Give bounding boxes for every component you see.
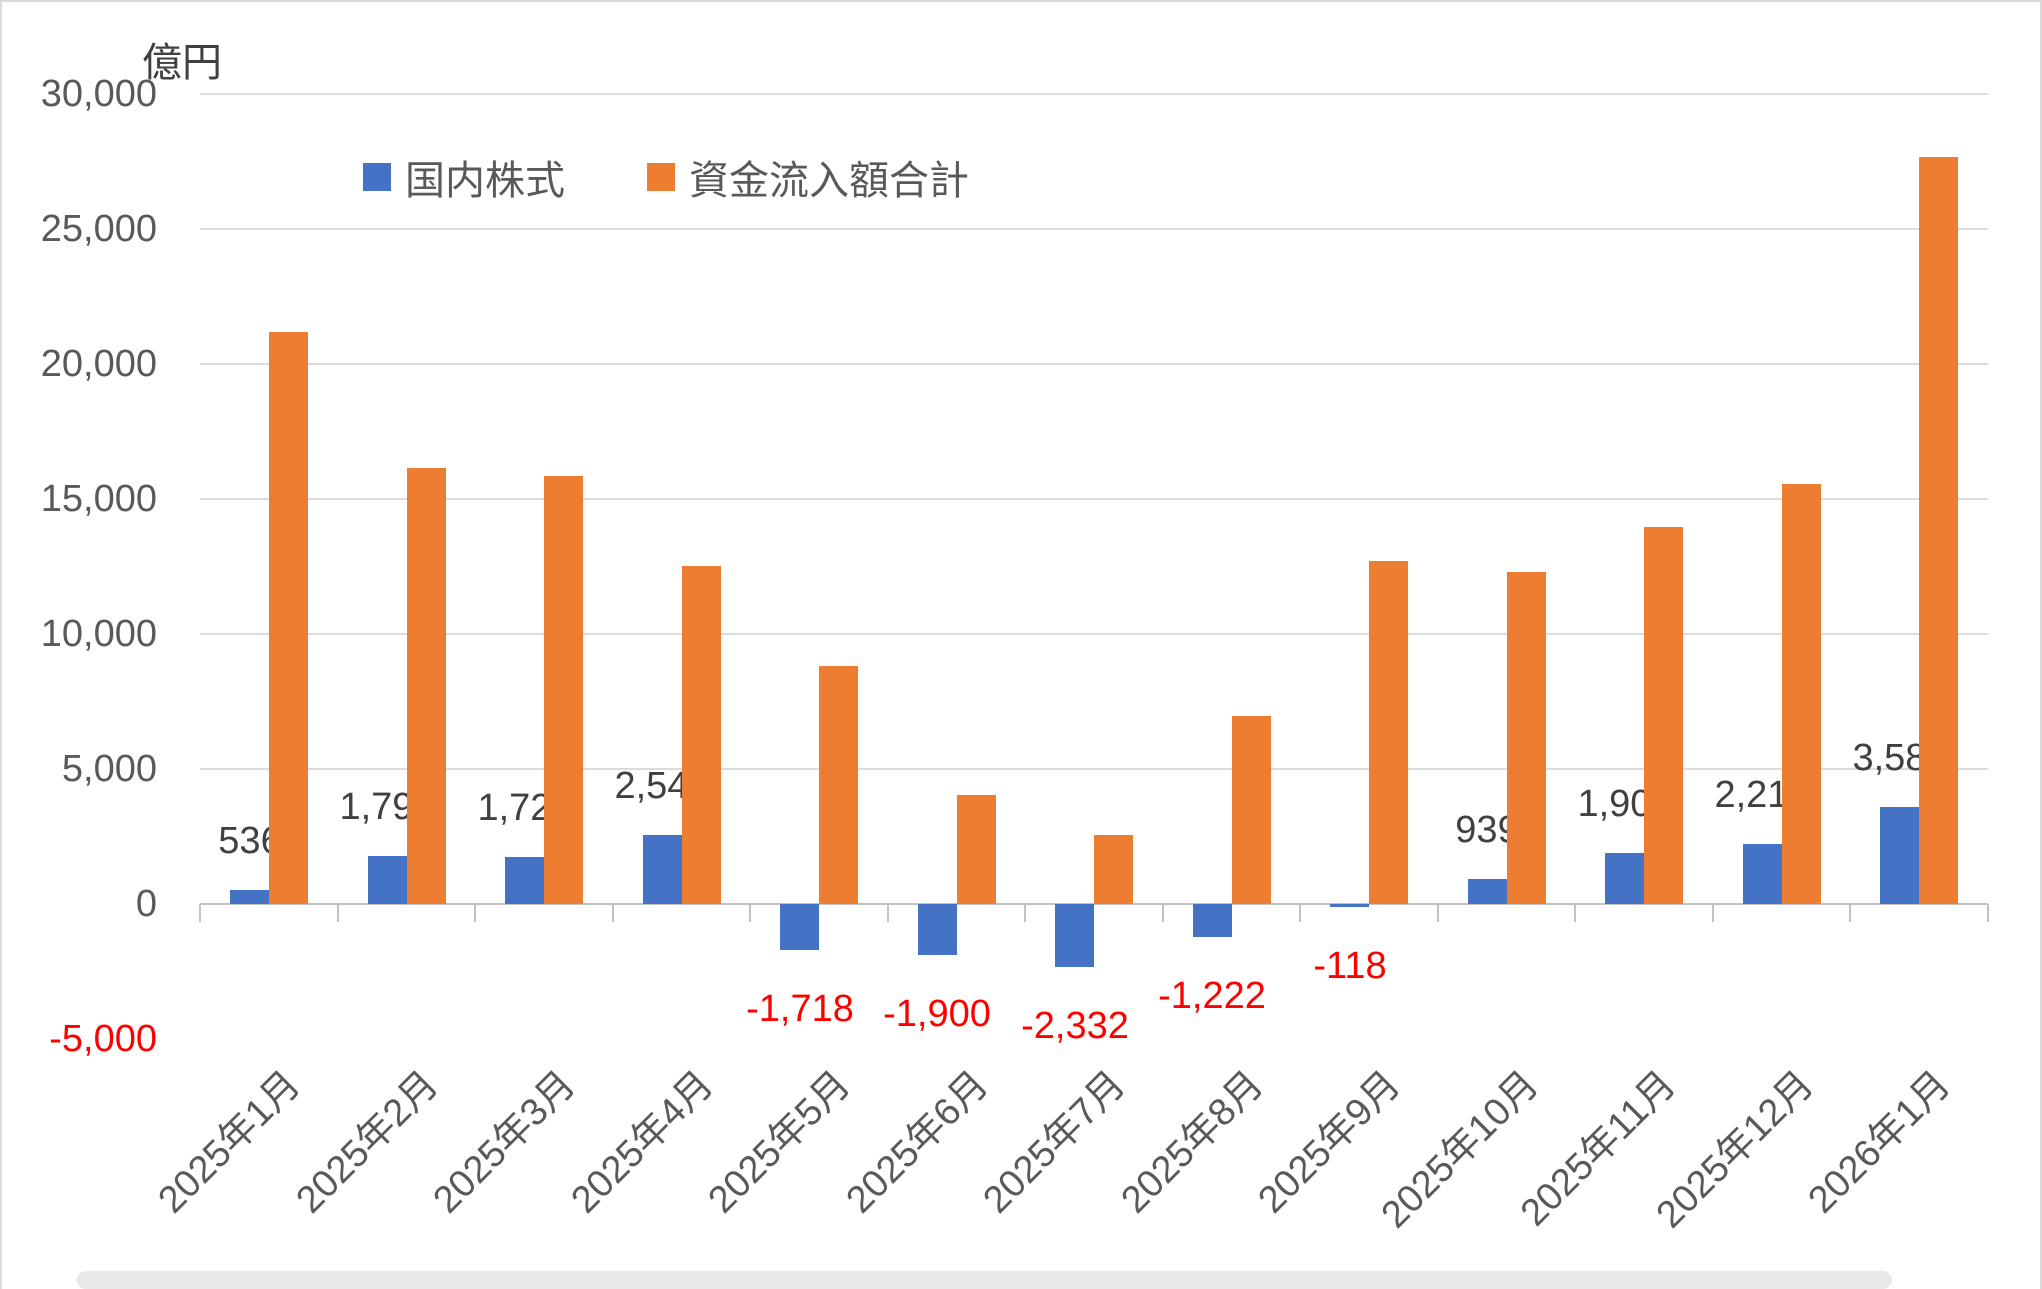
x-axis-label: 2026年1月 <box>1800 1063 1959 1222</box>
axis-tick <box>1299 904 1301 922</box>
data-label-domestic-stocks: -2,332 <box>1021 1005 1129 1047</box>
bar-domestic-stocks <box>1055 904 1094 967</box>
x-axis-label: 2025年2月 <box>288 1063 447 1222</box>
bar-total-inflow <box>957 795 996 904</box>
data-label-domestic-stocks: 3,587 <box>1852 737 1948 779</box>
bar-total-inflow <box>819 666 858 904</box>
axis-tick <box>749 904 751 922</box>
legend-swatch-orange-icon <box>647 163 675 191</box>
bar-domestic-stocks <box>1330 904 1369 907</box>
axis-tick <box>1162 904 1164 922</box>
y-axis-label: 25,000 <box>40 208 157 250</box>
y-axis-unit-title: 億円 <box>142 41 222 85</box>
bar-total-inflow <box>682 566 721 904</box>
y-axis-label: 15,000 <box>40 478 157 520</box>
axis-tick <box>1574 904 1576 922</box>
bar-domestic-stocks <box>643 835 682 904</box>
bar-domestic-stocks <box>1743 844 1782 904</box>
axis-tick <box>337 904 339 922</box>
bar-domestic-stocks <box>1468 879 1507 904</box>
axis-tick <box>1849 904 1851 922</box>
axis-tick <box>1712 904 1714 922</box>
legend-label-total-inflow: 資金流入額合計 <box>689 159 969 203</box>
bar-domestic-stocks <box>1605 853 1644 904</box>
data-label-domestic-stocks: -1,222 <box>1158 975 1266 1017</box>
legend-item-total-inflow: 資金流入額合計 <box>647 148 969 206</box>
bar-total-inflow <box>544 476 583 904</box>
bar-total-inflow <box>1919 157 1958 904</box>
bar-total-inflow <box>269 332 308 904</box>
bar-total-inflow <box>1644 527 1683 904</box>
legend-item-domestic-stocks: 国内株式 <box>363 148 565 206</box>
bar-domestic-stocks <box>780 904 819 950</box>
x-axis-label: 2025年5月 <box>700 1063 859 1222</box>
axis-tick <box>1987 904 1989 922</box>
gridline <box>200 498 1988 500</box>
x-axis-label: 2025年4月 <box>563 1063 722 1222</box>
axis-tick <box>474 904 476 922</box>
data-label-domestic-stocks: -1,718 <box>746 988 854 1030</box>
y-axis-label: 0 <box>135 883 157 925</box>
axis-tick <box>1024 904 1026 922</box>
axis-tick <box>887 904 889 922</box>
y-axis-label: 5,000 <box>61 748 157 790</box>
gridline <box>200 363 1988 365</box>
y-axis-label: 20,000 <box>40 343 157 385</box>
bar-domestic-stocks <box>1880 807 1919 904</box>
bar-domestic-stocks <box>230 890 269 904</box>
x-axis-label: 2025年3月 <box>425 1063 584 1222</box>
y-axis-label: -5,000 <box>49 1018 157 1060</box>
x-axis-label: 2025年7月 <box>975 1063 1134 1222</box>
x-axis-line <box>200 903 1988 905</box>
y-axis-label: 30,000 <box>40 73 157 115</box>
gridline <box>200 228 1988 230</box>
x-axis-label: 2025年8月 <box>1113 1063 1272 1222</box>
bar-total-inflow <box>407 468 446 904</box>
bar-domestic-stocks <box>1193 904 1232 937</box>
axis-tick <box>612 904 614 922</box>
data-label-domestic-stocks: 2,217 <box>1714 774 1810 816</box>
data-label-domestic-stocks: -118 <box>1313 945 1387 987</box>
x-axis-label: 2025年1月 <box>150 1063 309 1222</box>
axis-tick <box>199 904 201 922</box>
bar-total-inflow <box>1507 572 1546 904</box>
horizontal-scrollbar[interactable] <box>77 1271 1892 1289</box>
bar-total-inflow <box>1782 484 1821 904</box>
bar-total-inflow <box>1232 716 1271 904</box>
y-axis-label: 10,000 <box>40 613 157 655</box>
gridline <box>200 768 1988 770</box>
x-axis-label: 2025年6月 <box>838 1063 997 1222</box>
bar-total-inflow <box>1094 835 1133 904</box>
data-label-domestic-stocks: -1,900 <box>883 993 991 1035</box>
data-label-domestic-stocks: 2,543 <box>614 765 710 807</box>
gridline <box>200 633 1988 635</box>
legend-label-domestic-stocks: 国内株式 <box>405 159 565 203</box>
bar-domestic-stocks <box>505 857 544 904</box>
axis-tick <box>1437 904 1439 922</box>
bar-domestic-stocks <box>368 856 407 904</box>
legend-swatch-blue-icon <box>363 163 391 191</box>
bar-domestic-stocks <box>918 904 957 955</box>
gridline <box>200 93 1988 95</box>
bar-total-inflow <box>1369 561 1408 904</box>
legend: 国内株式 資金流入額合計 <box>363 148 969 206</box>
